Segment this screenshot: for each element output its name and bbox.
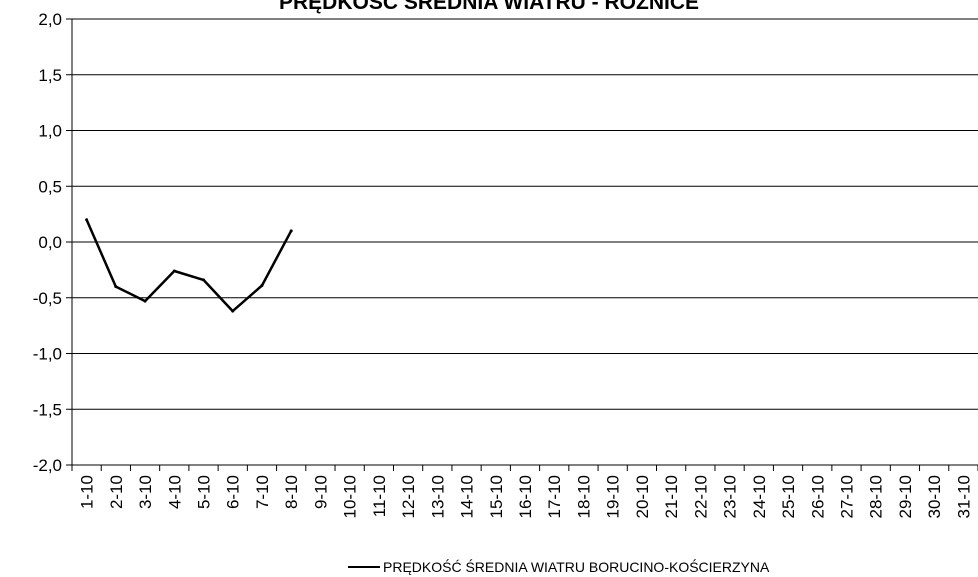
x-tick-label: 27-10 bbox=[837, 475, 856, 518]
x-tick-label: 1-10 bbox=[78, 475, 97, 509]
x-tick-label: 9-10 bbox=[311, 475, 330, 509]
y-tick-label: 2,0 bbox=[38, 10, 62, 29]
y-tick-label: -2,0 bbox=[33, 456, 62, 475]
x-tick-label: 25-10 bbox=[779, 475, 798, 518]
x-tick-label: 18-10 bbox=[574, 475, 593, 518]
x-tick-label: 8-10 bbox=[282, 475, 301, 509]
y-tick-label: 1,5 bbox=[38, 66, 62, 85]
x-tick-label: 10-10 bbox=[341, 475, 360, 518]
x-tick-label: 19-10 bbox=[604, 475, 623, 518]
x-tick-label: 26-10 bbox=[808, 475, 827, 518]
x-tick-label: 20-10 bbox=[633, 475, 652, 518]
x-tick-label: 22-10 bbox=[691, 475, 710, 518]
x-tick-label: 23-10 bbox=[721, 475, 740, 518]
x-tick-label: 31-10 bbox=[954, 475, 973, 518]
x-tick-label: 16-10 bbox=[516, 475, 535, 518]
x-tick-label: 5-10 bbox=[195, 475, 214, 509]
data-point bbox=[289, 229, 293, 233]
data-point bbox=[172, 269, 176, 273]
chart-title: PRĘDKOŚĆ ŚREDNIA WIATRU - RÓŻNICE bbox=[279, 0, 699, 14]
x-tick-label: 3-10 bbox=[136, 475, 155, 509]
y-tick-label: -0,5 bbox=[33, 289, 62, 308]
x-tick-label: 14-10 bbox=[458, 475, 477, 518]
series-layer bbox=[85, 218, 293, 313]
data-point bbox=[114, 285, 118, 289]
data-point bbox=[143, 299, 147, 303]
y-tick-label: 0,0 bbox=[38, 233, 62, 252]
x-tick-label: 30-10 bbox=[925, 475, 944, 518]
series-line bbox=[85, 219, 293, 313]
y-tick-label: 1,0 bbox=[38, 122, 62, 141]
x-tick-label: 28-10 bbox=[867, 475, 886, 518]
x-tick-label: 2-10 bbox=[107, 475, 126, 509]
legend: PRĘDKOŚĆ ŚREDNIA WIATRU BORUCINO-KOŚCIER… bbox=[348, 558, 770, 575]
x-tick-label: 17-10 bbox=[545, 475, 564, 518]
data-point bbox=[231, 309, 235, 313]
data-point bbox=[260, 283, 264, 287]
legend-label: PRĘDKOŚĆ ŚREDNIA WIATRU BORUCINO-KOŚCIER… bbox=[383, 558, 770, 575]
x-tick-label: 12-10 bbox=[399, 475, 418, 518]
x-tick-label: 7-10 bbox=[253, 475, 272, 509]
x-tick-label: 21-10 bbox=[662, 475, 681, 518]
y-tick-label: -1,5 bbox=[33, 400, 62, 419]
data-point bbox=[85, 218, 89, 222]
x-tick-label: 13-10 bbox=[428, 475, 447, 518]
x-tick-label: 4-10 bbox=[165, 475, 184, 509]
x-tick-label: 15-10 bbox=[487, 475, 506, 518]
x-tick-label: 6-10 bbox=[224, 475, 243, 509]
data-point bbox=[202, 278, 206, 282]
gridlines bbox=[72, 18, 978, 466]
x-tick-label: 11-10 bbox=[370, 475, 389, 517]
x-tick-labels: 1-10 2-10 3-10 4-10 5-10 6-10 7-10 8-10 9-10 10-1… bbox=[71, 465, 978, 518]
x-tick-label: 29-10 bbox=[896, 475, 915, 518]
y-tick-label: 0,5 bbox=[38, 177, 62, 196]
y-tick-label: -1,0 bbox=[33, 345, 62, 364]
x-tick-label: 24-10 bbox=[750, 475, 769, 518]
y-tick-labels: 2,0 1,5 1,0 0,5 0,0 -0,5 -1,0 -1,5 -2,0 bbox=[33, 10, 72, 475]
